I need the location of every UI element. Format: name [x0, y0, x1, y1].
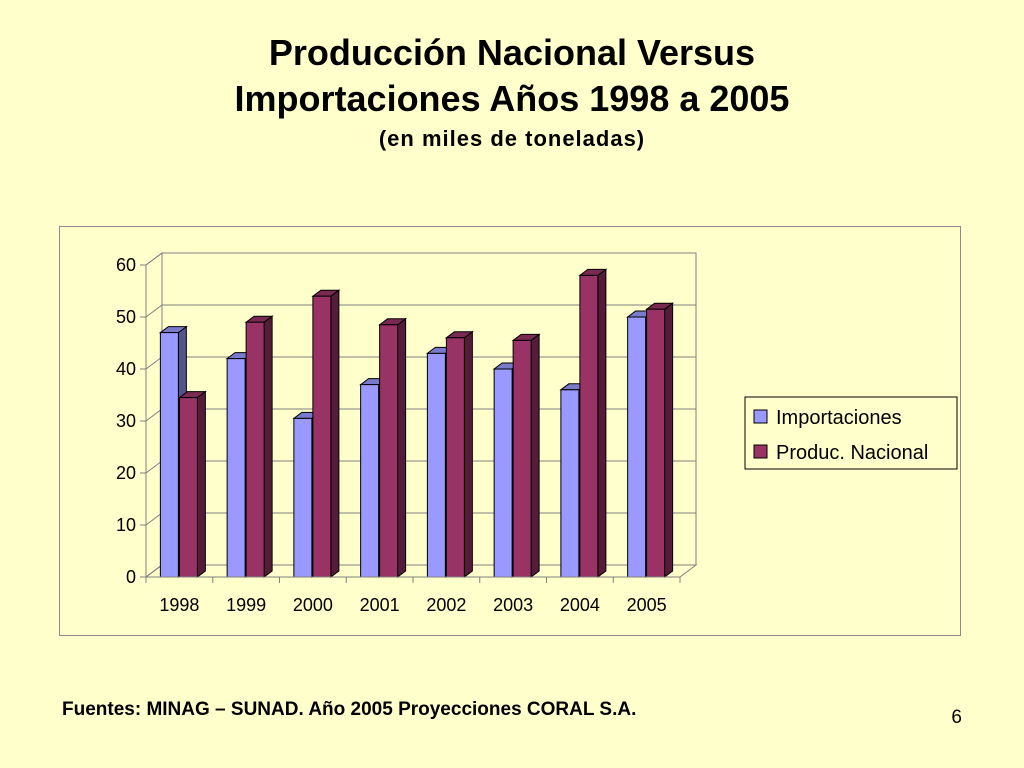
bar-importaciones — [627, 316, 647, 578]
y-tick-label: 20 — [116, 463, 136, 483]
legend-label-produc-nacional: Produc. Nacional — [776, 442, 928, 464]
bar-importaciones — [560, 389, 580, 578]
bar-chart: 0 10 20 30 40 50 60 1998 1999 2000 2001 2002 2003 200… — [116, 252, 958, 615]
y-tick-label: 0 — [126, 567, 136, 587]
title-subtitle: (en miles de toneladas) — [378, 126, 646, 151]
x-tick-label: 1998 — [159, 595, 199, 615]
x-tick-label: 2000 — [293, 595, 333, 615]
bar-side-produc-nacional — [463, 330, 473, 578]
gridline-depth — [145, 408, 163, 422]
bar-importaciones — [493, 368, 513, 578]
title-line-1: Producción Nacional Versus — [268, 32, 756, 73]
bar-produc-nacional — [379, 324, 399, 578]
bar-produc-nacional — [512, 339, 532, 578]
page-number: 6 — [951, 707, 962, 728]
x-tick-label: 2003 — [493, 595, 533, 615]
title-line-2: Importaciones Años 1998 a 2005 — [234, 78, 790, 119]
bar-importaciones — [293, 417, 313, 578]
bar-side-produc-nacional — [597, 268, 607, 578]
bar-produc-nacional — [579, 274, 599, 578]
legend-swatch-produc-nacional — [753, 444, 768, 459]
gridline-depth — [145, 356, 163, 370]
bar-produc-nacional — [646, 308, 666, 578]
x-tick-label: 2002 — [426, 595, 466, 615]
bar-produc-nacional — [445, 337, 465, 578]
y-tick-label: 40 — [116, 359, 136, 379]
bar-importaciones — [426, 352, 446, 578]
bar-side-produc-nacional — [664, 302, 674, 578]
bar-side-produc-nacional — [263, 315, 273, 578]
gridline-depth — [145, 460, 163, 474]
gridline-depth — [145, 304, 163, 318]
bar-produc-nacional — [245, 321, 265, 578]
bar-importaciones — [226, 358, 246, 578]
x-tick-label: 2004 — [560, 595, 600, 615]
y-tick-label: 10 — [116, 515, 136, 535]
legend-box — [744, 396, 958, 470]
y-tick-label: 30 — [116, 411, 136, 431]
slide-title: Producción Nacional Versus Importaciones… — [0, 30, 1024, 156]
bar-side-produc-nacional — [330, 289, 340, 578]
bar-side-produc-nacional — [397, 317, 407, 578]
bar-importaciones — [360, 384, 380, 578]
chart-frame: 0 10 20 30 40 50 60 1998 1999 2000 2001 2002 2003 200… — [59, 226, 961, 636]
y-tick-label: 50 — [116, 307, 136, 327]
bar-importaciones — [159, 332, 179, 578]
gridline-depth — [145, 564, 163, 578]
x-tick-label: 2001 — [360, 595, 400, 615]
x-tick-label: 2005 — [627, 595, 667, 615]
gridline-depth — [145, 252, 163, 266]
legend-swatch-importaciones — [753, 409, 768, 424]
x-tick-label: 1999 — [226, 595, 266, 615]
bar-side-produc-nacional — [530, 333, 540, 578]
gridline-depth — [145, 512, 163, 526]
bar-side-produc-nacional — [196, 390, 206, 578]
y-tick-label: 60 — [116, 255, 136, 275]
bar-produc-nacional — [312, 295, 332, 578]
bar-produc-nacional — [178, 397, 198, 578]
source-footnote: Fuentes: MINAG – SUNAD. Año 2005 Proyecc… — [62, 699, 637, 720]
legend-label-importaciones: Importaciones — [776, 407, 902, 429]
